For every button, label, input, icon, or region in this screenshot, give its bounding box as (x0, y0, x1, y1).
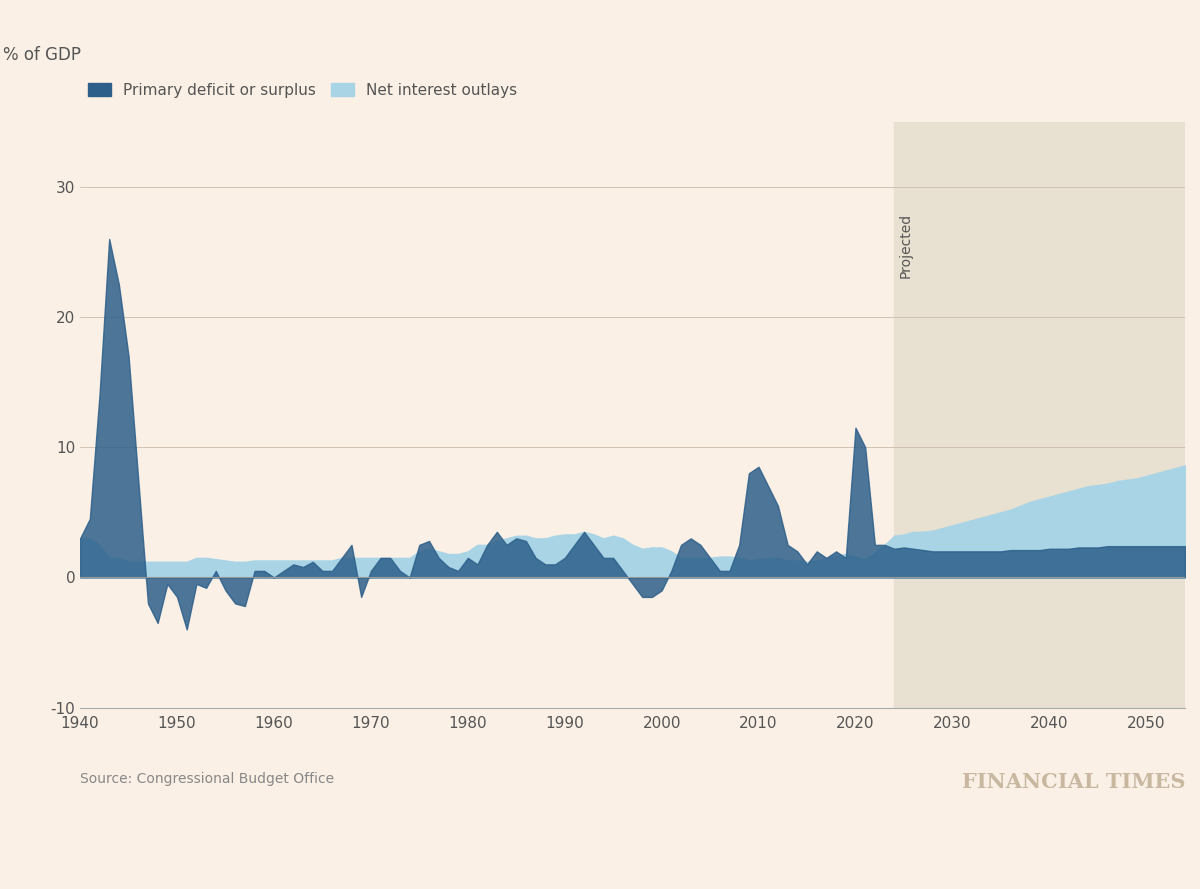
Text: % of GDP: % of GDP (2, 45, 80, 64)
Legend: Primary deficit or surplus, Net interest outlays: Primary deficit or surplus, Net interest… (88, 83, 517, 98)
Text: Projected: Projected (899, 212, 913, 278)
Text: FINANCIAL TIMES: FINANCIAL TIMES (961, 772, 1186, 792)
Bar (894, 122, 1195, 708)
Text: Source: Congressional Budget Office: Source: Congressional Budget Office (80, 772, 335, 786)
